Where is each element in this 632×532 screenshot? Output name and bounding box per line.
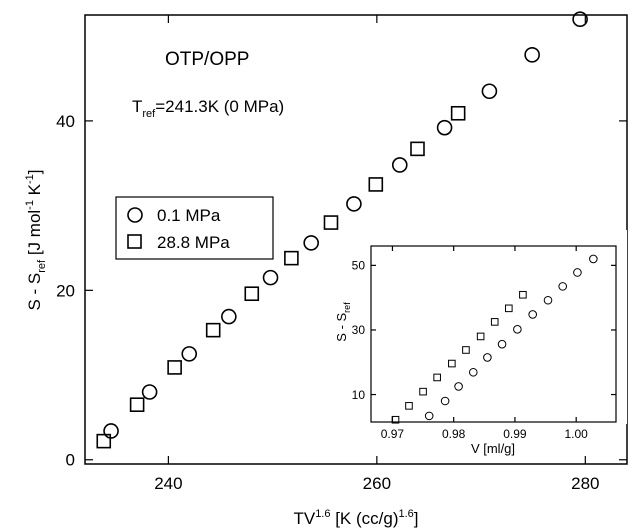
inset-x-tick-label: 0.97: [381, 427, 405, 441]
inset-point-circle: [440, 396, 450, 406]
inset-point-circle: [497, 339, 507, 349]
main-x-axis-label: TV1.6 [K (cc/g)1.6]: [293, 508, 418, 528]
inset-y-tick-label: 30: [352, 323, 366, 337]
main-point-square: [244, 286, 260, 302]
inset-points: [391, 254, 598, 424]
inset-point-circle: [483, 353, 492, 362]
main-point-square: [167, 360, 182, 375]
main-y-axis-label: S - Sref [J mol-1 K-1]: [24, 169, 48, 310]
inset-point-circle: [589, 254, 598, 264]
inset-y-tick-label: 10: [352, 388, 366, 402]
inset-point-circle: [468, 367, 478, 377]
main-point-circle: [262, 269, 279, 286]
inset-point-square: [419, 387, 427, 396]
main-point-square: [323, 215, 339, 230]
inset-x-axis-label: V [ml/g]: [471, 441, 515, 456]
main-y-tick-label: 0: [66, 451, 75, 470]
legend-box: [115, 196, 274, 260]
inset-point-circle: [454, 382, 463, 391]
main-point-circle: [391, 157, 408, 173]
inset-point-circle: [543, 295, 553, 305]
inset-point-square: [476, 332, 485, 341]
main-point-square: [96, 433, 112, 449]
inset-point-square: [505, 304, 513, 313]
inset-point-square: [391, 415, 400, 424]
main-points: [96, 11, 588, 449]
inset-y-axis-label: S - Sref: [334, 302, 352, 342]
legend-label-1: 28.8 MPa: [157, 233, 230, 252]
legend-circle-marker: [127, 207, 143, 223]
main-point-circle: [303, 235, 319, 251]
main-x-tick-label: 280: [571, 474, 599, 493]
inset-point-circle: [558, 282, 568, 291]
main-point-square: [129, 397, 145, 412]
inset-point-circle: [573, 268, 582, 277]
inset-point-square: [405, 402, 413, 410]
inset-point-square: [490, 318, 499, 326]
main-point-square: [284, 250, 299, 266]
main-title: OTP/OPP: [165, 49, 249, 70]
inset-point-square: [462, 346, 470, 354]
main-point-circle: [181, 346, 198, 362]
main-point-square: [368, 177, 384, 192]
main-point-circle: [221, 308, 237, 325]
main-x-tick-label: 260: [363, 474, 391, 493]
legend-label-0: 0.1 MPa: [157, 206, 221, 225]
inset-point-square: [519, 290, 527, 299]
inset-point-circle: [424, 411, 434, 421]
main-ticks: 240 260 280 0 20 40: [56, 15, 627, 493]
main-point-circle: [346, 196, 362, 212]
inset-x-tick-label: 1.00: [565, 427, 589, 441]
inset-plot-frame: [370, 245, 617, 423]
main-y-tick-label: 20: [56, 281, 75, 300]
main-point-circle: [436, 119, 453, 136]
legend: 0.1 MPa 28.8 MPa: [115, 196, 274, 260]
inset-y-tick-label: 50: [352, 259, 366, 273]
inset-background: [368, 230, 627, 424]
inset-x-tick-label: 0.99: [503, 427, 527, 441]
inset-point-square: [433, 373, 441, 382]
tref-annotation: Tref=241.3K (0 MPa): [132, 97, 284, 120]
inset-x-tick-label: 0.98: [442, 427, 466, 441]
main-point-circle: [481, 83, 498, 100]
main-point-square: [450, 105, 466, 121]
main-point-square: [205, 322, 221, 338]
inset-point-circle: [528, 310, 538, 319]
inset-point-square: [448, 359, 456, 368]
main-y-tick-label: 40: [56, 112, 75, 131]
main-point-circle: [572, 11, 588, 28]
inset-point-circle: [513, 325, 522, 334]
main-point-circle: [141, 384, 158, 400]
main-point-square: [410, 141, 425, 157]
main-x-tick-label: 240: [154, 474, 182, 493]
main-point-circle: [524, 47, 540, 63]
legend-square-marker: [127, 234, 142, 249]
